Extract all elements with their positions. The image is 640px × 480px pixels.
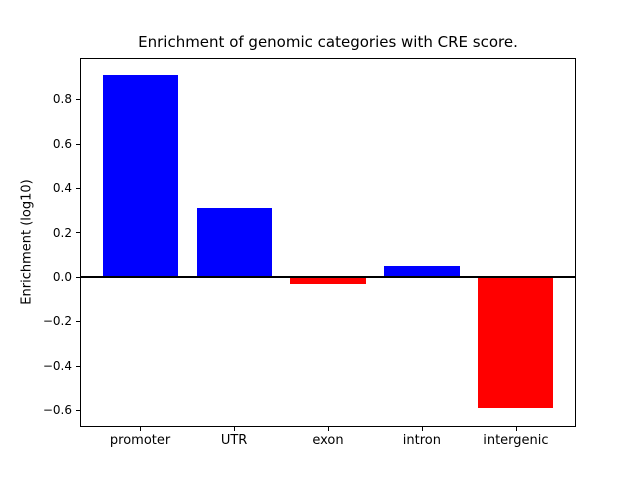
y-tick-label-0.6: 0.6 — [52, 136, 72, 151]
bar-intergenic — [478, 277, 554, 409]
chart-title: Enrichment of genomic categories with CR… — [138, 33, 518, 51]
y-tick-label-−0.2: −0.2 — [42, 314, 72, 329]
x-tick-mark-intron — [422, 427, 423, 431]
y-tick-label-0.8: 0.8 — [52, 92, 72, 107]
y-tick-label-0.2: 0.2 — [52, 225, 72, 240]
y-tick-label-−0.4: −0.4 — [42, 358, 72, 373]
x-tick-mark-exon — [328, 427, 329, 431]
bar-intron — [384, 265, 460, 277]
y-tick-mark-−0.6 — [76, 410, 80, 411]
y-tick-mark-0.8 — [76, 99, 80, 100]
bar-UTR — [196, 208, 272, 277]
x-tick-mark-promoter — [140, 427, 141, 431]
y-tick-mark-0.0 — [76, 277, 80, 278]
zero-axis-line — [81, 276, 575, 278]
y-tick-mark-−0.2 — [76, 321, 80, 322]
y-tick-label-0.4: 0.4 — [52, 181, 72, 195]
y-tick-mark-0.6 — [76, 144, 80, 145]
y-tick-mark-0.2 — [76, 232, 80, 233]
y-tick-mark-−0.4 — [76, 366, 80, 367]
x-tick-label-intron: intron — [402, 433, 441, 448]
x-tick-mark-intergenic — [516, 427, 517, 431]
y-tick-label-0.0: 0.0 — [52, 270, 72, 284]
y-axis-label: Enrichment (log10) — [19, 179, 35, 305]
y-tick-label-−0.6: −0.6 — [42, 403, 72, 418]
bar-exon — [290, 277, 366, 284]
x-tick-label-exon: exon — [312, 433, 344, 448]
x-tick-label-UTR: UTR — [220, 433, 248, 448]
bar-promoter — [102, 74, 178, 277]
x-tick-label-intergenic: intergenic — [483, 433, 549, 448]
x-tick-mark-UTR — [234, 427, 235, 431]
x-tick-label-promoter: promoter — [109, 433, 171, 448]
y-tick-mark-0.4 — [76, 188, 80, 189]
